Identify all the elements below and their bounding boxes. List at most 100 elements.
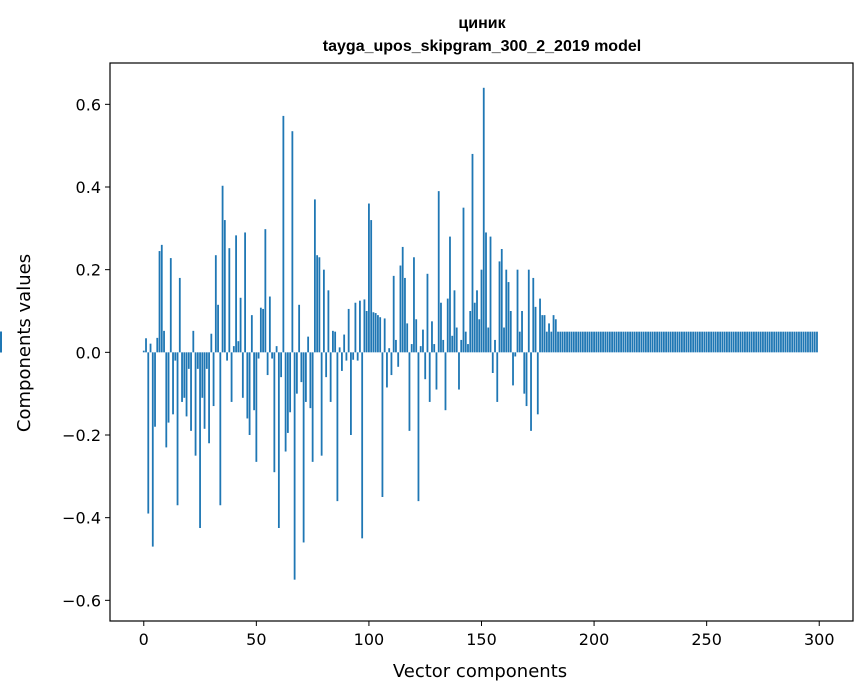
bar-component-279 — [771, 331, 773, 353]
bar-component-219 — [635, 331, 638, 353]
bar-component-171 — [527, 269, 530, 353]
bar-component-160 — [503, 327, 505, 353]
bar-component-129 — [433, 344, 436, 353]
bar-component-162 — [507, 282, 510, 353]
bar-component-230 — [660, 331, 663, 353]
bar-component-108 — [386, 352, 388, 388]
bar-component-154 — [489, 236, 492, 353]
bar-component-145 — [469, 311, 472, 353]
bar-component-268 — [746, 331, 749, 353]
bar-component-150 — [480, 269, 483, 353]
bar-component-292 — [800, 331, 803, 353]
bar-component-19 — [185, 352, 188, 417]
bar-component-245 — [694, 331, 697, 353]
bar-component-128 — [431, 321, 433, 353]
bar-component-286 — [786, 331, 789, 353]
bar-component-215 — [626, 331, 629, 353]
bar-component-15 — [176, 352, 179, 506]
bar-component-7 — [158, 251, 161, 353]
bar-component-134 — [444, 352, 447, 411]
bar-component-146 — [471, 153, 474, 353]
bar-component-234 — [669, 331, 672, 353]
bar-component-67 — [293, 352, 296, 580]
bar-component-121 — [415, 319, 418, 353]
y-axis-ticks: −0.6 −0.4 −0.2 0.0 0.2 0.4 0.6 — [62, 95, 110, 610]
bar-component-155 — [491, 352, 494, 373]
bar-component-207 — [608, 331, 611, 353]
bar-component-96 — [359, 300, 361, 353]
bar-component-190 — [570, 331, 573, 353]
bar-component-151 — [482, 87, 485, 353]
bar-component-271 — [753, 331, 755, 353]
bar-component-169 — [523, 352, 526, 394]
bar-component-112 — [395, 339, 397, 353]
bar-component-6 — [156, 337, 159, 353]
bar-component-91 — [347, 308, 350, 353]
bar-component-20 — [187, 352, 190, 369]
bar-component-105 — [379, 317, 382, 353]
bar-component-116 — [404, 277, 406, 353]
bar-component-197 — [586, 331, 589, 353]
bar-component-167 — [518, 331, 521, 353]
bar-component-60 — [277, 352, 280, 528]
bar-component-272 — [755, 331, 758, 353]
bar-component-51 — [257, 352, 260, 359]
bar-component-246 — [696, 331, 699, 353]
bar-component-8 — [160, 244, 163, 353]
bar-component-264 — [737, 331, 740, 353]
bar-component-118 — [408, 352, 411, 431]
bar-component-54 — [264, 229, 267, 353]
bar-component-262 — [732, 331, 735, 353]
bar-component-163 — [509, 311, 512, 353]
bar-component-186 — [561, 331, 564, 353]
bar-component-267 — [744, 331, 746, 353]
bar-component-83 — [329, 352, 332, 402]
bar-component-23 — [194, 352, 197, 456]
bar-component-251 — [708, 331, 710, 353]
bar-component-66 — [291, 131, 294, 353]
bar-component-47 — [248, 352, 251, 435]
bar-component-229 — [658, 331, 661, 353]
bar-component-201 — [595, 331, 598, 353]
bar-component-253 — [712, 331, 715, 353]
bar-component-274 — [759, 331, 762, 353]
bar-component-26 — [201, 352, 204, 398]
x-axis-label: Vector components — [393, 661, 567, 682]
bar-component-109 — [388, 348, 391, 353]
bar-component-297 — [811, 331, 814, 353]
bar-component-41 — [235, 235, 237, 353]
bar-component-31 — [212, 352, 215, 407]
bar-component-130 — [435, 352, 438, 390]
bar-component-158 — [498, 261, 501, 353]
bar-component-295 — [807, 331, 809, 353]
plot-frame — [109, 62, 854, 622]
bar-component-168 — [521, 311, 523, 353]
bar-component-208 — [611, 331, 613, 353]
bar-component-35 — [221, 185, 224, 353]
bar-component-254 — [714, 331, 717, 353]
x-axis-ticks: 0 50 100 150 200 250 300 — [139, 621, 835, 649]
bar-component-217 — [631, 331, 634, 353]
bar-component-226 — [651, 331, 654, 353]
bar-component-193 — [577, 331, 580, 353]
bar-component-252 — [710, 331, 713, 353]
bar-component-5 — [154, 352, 156, 427]
bar-component-78 — [318, 257, 321, 353]
bar-component-211 — [617, 331, 620, 353]
bar-component-231 — [662, 331, 665, 353]
bar-component-86 — [336, 352, 339, 502]
bar-component-90 — [345, 352, 348, 361]
bar-component-62 — [282, 115, 285, 353]
bar-component-239 — [680, 331, 683, 353]
bar-component-52 — [259, 307, 262, 353]
bar-component-184 — [557, 331, 559, 353]
bar-component-173 — [532, 277, 535, 353]
bar-component-95 — [356, 352, 359, 361]
bar-component-206 — [606, 331, 609, 353]
bar-component-115 — [401, 246, 404, 353]
bar-component-249 — [703, 331, 706, 353]
bar-component-140 — [458, 352, 460, 390]
y-tick-label: −0.4 — [62, 509, 101, 528]
bar-component-27 — [203, 352, 206, 429]
bar-component-33 — [217, 304, 219, 353]
